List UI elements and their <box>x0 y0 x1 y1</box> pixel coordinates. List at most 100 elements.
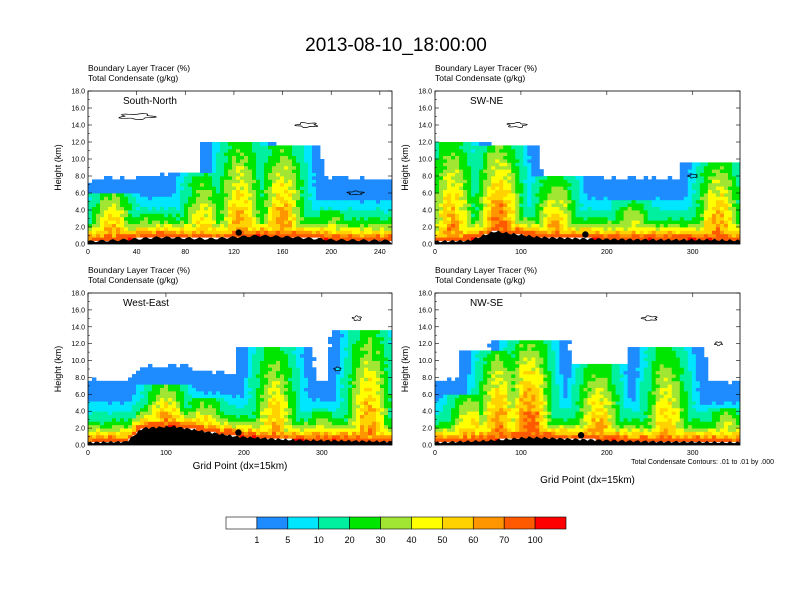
field-cell <box>639 213 645 218</box>
field-cell <box>180 203 185 207</box>
field-cell <box>192 394 197 399</box>
field-cell <box>352 424 357 429</box>
field-cell <box>667 223 673 228</box>
field-cell <box>459 227 464 231</box>
field-cell <box>447 206 452 211</box>
field-cell <box>288 152 293 156</box>
field-cell <box>663 199 669 204</box>
field-cell <box>304 213 309 218</box>
field-cell <box>276 182 281 187</box>
field-cell <box>535 148 540 153</box>
field-cell <box>256 176 261 180</box>
field-cell <box>663 186 669 190</box>
field-cell <box>296 357 301 361</box>
field-cell <box>292 390 297 395</box>
field-cell <box>348 363 353 368</box>
field-cell <box>276 213 281 218</box>
field-cell <box>551 203 556 207</box>
field-cell <box>152 387 157 392</box>
field-cell <box>212 179 217 184</box>
field-cell <box>575 199 580 204</box>
field-cell <box>715 193 721 197</box>
field-cell <box>216 213 221 218</box>
field-cell <box>671 227 677 231</box>
field-cell <box>479 233 484 238</box>
field-cell <box>128 182 133 187</box>
field-cell <box>288 223 293 228</box>
field-cell <box>296 363 301 368</box>
field-cell <box>252 159 257 163</box>
field-cell <box>439 193 444 197</box>
field-cell <box>487 165 492 170</box>
field-cell <box>344 223 349 228</box>
field-cell <box>491 206 496 211</box>
field-cell <box>348 237 353 241</box>
field-cell <box>296 172 301 177</box>
field-cell <box>108 390 113 395</box>
field-cell <box>324 394 329 399</box>
field-cell <box>551 206 556 211</box>
field-cell <box>595 230 600 235</box>
field-cell <box>683 169 689 173</box>
field-cell <box>643 210 649 214</box>
field-cell <box>344 189 349 194</box>
field-cell <box>607 179 612 184</box>
field-cell <box>216 152 221 156</box>
field-cell <box>611 199 616 204</box>
field-cell <box>655 230 661 235</box>
field-cell <box>591 196 596 201</box>
field-cell <box>140 414 145 419</box>
field-cell <box>384 189 389 194</box>
field-cell <box>519 193 524 197</box>
field-cell <box>276 414 281 419</box>
field-cell <box>196 394 201 399</box>
field-cell <box>523 152 528 156</box>
field-cell <box>671 216 677 221</box>
field-cell <box>376 179 381 184</box>
field-cell <box>220 189 225 194</box>
field-cell <box>683 223 689 228</box>
field-cell <box>348 380 353 385</box>
field-cell <box>276 206 281 211</box>
field-cell <box>667 196 673 201</box>
field-cell <box>168 417 173 422</box>
field-cell <box>308 434 313 439</box>
field-cell <box>132 387 137 392</box>
field-cell <box>308 216 313 221</box>
field-cell <box>244 390 249 395</box>
field-cell <box>543 203 548 207</box>
field-cell <box>551 233 556 238</box>
field-cell <box>268 377 273 382</box>
field-cell <box>332 333 337 338</box>
field-cell <box>192 397 197 402</box>
field-cell <box>487 162 492 167</box>
field-cell <box>372 182 377 187</box>
field-cell <box>435 155 440 160</box>
field-cell <box>88 407 93 412</box>
field-cell <box>264 213 269 218</box>
field-cell <box>276 367 281 372</box>
field-cell <box>216 421 221 426</box>
field-cell <box>176 186 181 190</box>
field-cell <box>659 230 665 235</box>
field-cell <box>140 210 145 214</box>
field-cell <box>435 186 440 190</box>
field-cell <box>531 213 536 218</box>
field-cell <box>316 169 321 173</box>
field-cell <box>711 182 717 187</box>
field-cell <box>220 407 225 412</box>
field-cell <box>543 206 548 211</box>
field-cell <box>280 210 285 214</box>
field-cell <box>292 394 297 399</box>
field-cell <box>731 182 737 187</box>
field-cell <box>324 199 329 204</box>
field-cell <box>244 152 249 156</box>
field-cell <box>499 162 504 167</box>
field-cell <box>220 162 225 167</box>
field-cell <box>316 155 321 160</box>
field-cell <box>679 182 685 187</box>
field-cell <box>455 220 460 224</box>
field-cell <box>268 370 273 375</box>
field-cell <box>332 220 337 224</box>
field-cell <box>503 199 508 204</box>
